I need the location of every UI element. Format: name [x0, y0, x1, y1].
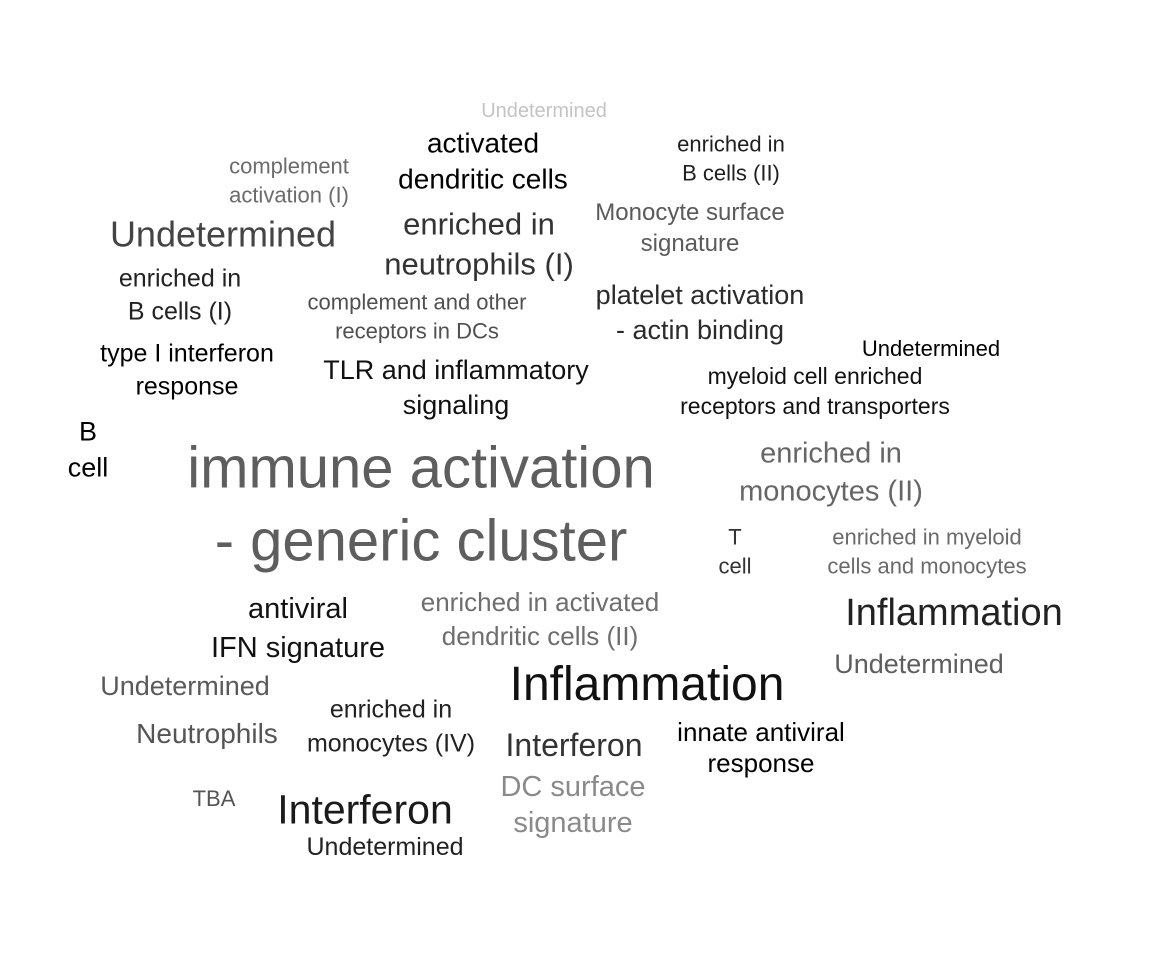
- word-enriched-neutrophils-i: enriched in neutrophils (I): [384, 206, 574, 282]
- word-b-cell: B cell: [67, 416, 109, 483]
- word-activated-dendritic-cells: activated dendritic cells: [398, 127, 568, 195]
- word-platelet-activation: platelet activation - actin binding: [595, 279, 805, 345]
- word-undetermined-top: Undetermined: [481, 100, 607, 122]
- word-myeloid-receptors-transporters: myeloid cell enriched receptors and tran…: [680, 363, 950, 419]
- word-enriched-myeloid-monocytes: enriched in myeloid cells and monocytes: [827, 524, 1027, 578]
- word-neutrophils: Neutrophils: [136, 718, 278, 750]
- word-t-cell: T cell: [718, 524, 752, 578]
- word-tlr-inflammatory-signaling: TLR and inflammatory signaling: [323, 354, 589, 420]
- word-enriched-b-cells-i: enriched in B cells (I): [118, 264, 242, 326]
- word-enriched-monocytes-iv: enriched in monocytes (IV): [306, 695, 476, 757]
- word-interferon-bottom: Interferon: [277, 786, 453, 833]
- word-complement-activation-i: complement activation (I): [229, 153, 349, 207]
- word-inflammation-center: Inflammation: [509, 658, 785, 712]
- word-undetermined-left-lower: Undetermined: [100, 670, 270, 701]
- word-monocyte-surface-signature: Monocyte surface signature: [595, 198, 785, 257]
- word-enriched-monocytes-ii: enriched in monocytes (II): [739, 437, 923, 507]
- word-enriched-b-cells-ii: enriched in B cells (II): [677, 131, 785, 185]
- word-tba: TBA: [192, 785, 236, 811]
- word-complement-receptors-dcs: complement and other receptors in DCs: [307, 289, 527, 343]
- word-antiviral-ifn-signature: antiviral IFN signature: [210, 592, 386, 664]
- word-interferon-center: Interferon: [505, 726, 643, 763]
- word-undetermined-left: Undetermined: [109, 213, 337, 255]
- word-type-i-interferon-response: type I interferon response: [100, 339, 274, 401]
- word-immune-activation-generic: immune activation - generic cluster: [187, 435, 655, 574]
- word-enriched-activated-dcs-ii: enriched in activated dendritic cells (I…: [420, 587, 660, 651]
- word-undetermined-bottom: Undetermined: [306, 833, 464, 861]
- word-dc-surface-signature: DC surface signature: [500, 770, 646, 839]
- word-undetermined-right-lower: Undetermined: [834, 648, 1004, 679]
- word-innate-antiviral-response: innate antiviral response: [677, 716, 845, 778]
- word-undetermined-right: Undetermined: [861, 335, 1001, 361]
- word-inflammation-right: Inflammation: [845, 592, 1063, 635]
